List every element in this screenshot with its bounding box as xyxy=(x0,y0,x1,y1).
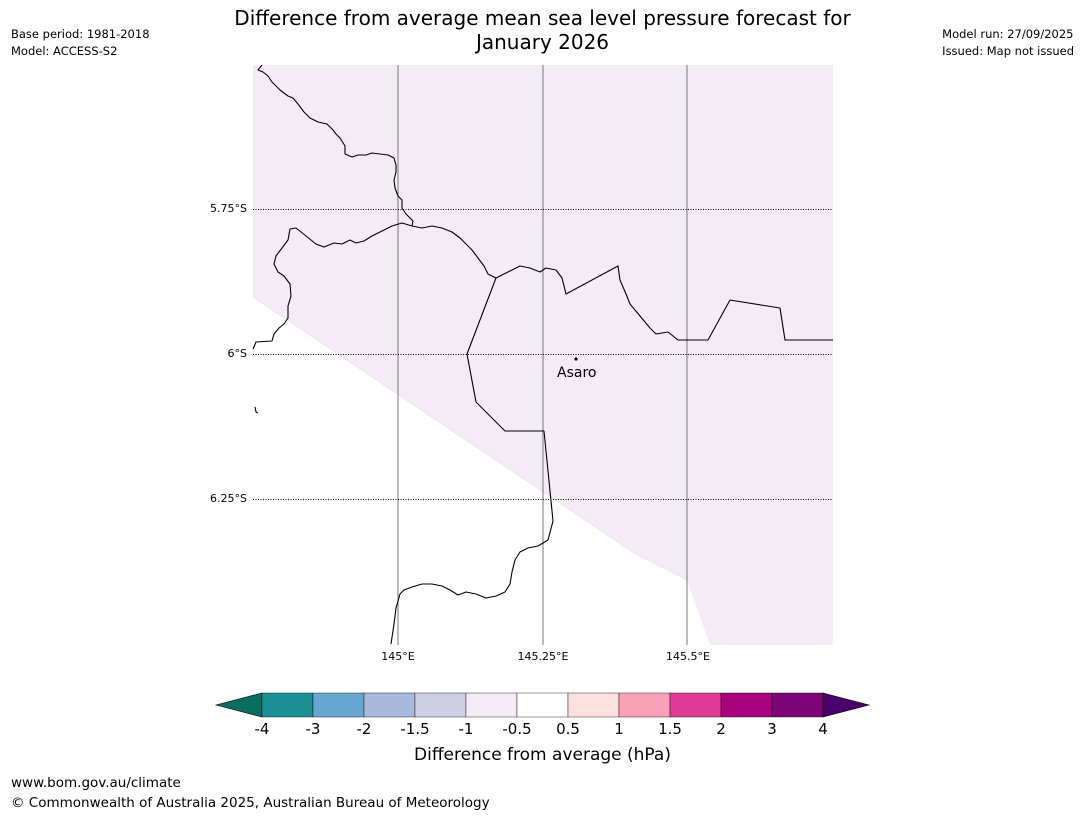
title-line-2: January 2026 xyxy=(475,30,610,54)
footer-copyright: © Commonwealth of Australia 2025, Austra… xyxy=(11,795,490,811)
colorbar-tick: 2 xyxy=(716,720,726,738)
lon-label-145-25e: 145.25°E xyxy=(517,650,569,663)
colorbar-tick: -3 xyxy=(305,720,321,738)
place-label-asaro: Asaro xyxy=(557,365,597,381)
lat-label-6-25s: 6.25°S xyxy=(210,492,247,505)
lat-label-6s: 6°S xyxy=(227,347,247,360)
model-run: Model run: 27/09/2025 xyxy=(942,27,1074,41)
asaro-marker xyxy=(574,357,578,361)
lon-label-145e: 145°E xyxy=(381,650,415,663)
lat-label-5-75s: 5.75°S xyxy=(210,202,247,215)
colorbar-tick: -0.5 xyxy=(502,720,532,738)
colorbar-swatch xyxy=(516,692,569,718)
province-boundaries xyxy=(252,64,833,645)
colorbar-swatch xyxy=(567,692,620,718)
colorbar-swatch xyxy=(363,692,416,718)
colorbar-tick: 4 xyxy=(818,720,828,738)
colorbar-swatch xyxy=(261,692,314,718)
colorbar xyxy=(214,692,871,718)
shade-edge xyxy=(252,296,638,556)
metadata-left: Base period: 1981-2018 Model: ACCESS-S2 xyxy=(11,26,150,60)
colorbar-swatch xyxy=(618,692,671,718)
title-line-1: Difference from average mean sea level p… xyxy=(234,6,851,30)
colorbar-tick: 1 xyxy=(614,720,624,738)
colorbar-tick: 0.5 xyxy=(556,720,580,738)
boundary-north xyxy=(257,64,414,227)
boundary-central xyxy=(390,277,554,645)
boundary-west xyxy=(252,222,413,350)
colorbar-tick: -1.5 xyxy=(400,720,430,738)
colorbar-over-arrow xyxy=(822,692,871,718)
issued-status: Issued: Map not issued xyxy=(942,44,1074,58)
colorbar-tick: -2 xyxy=(356,720,372,738)
boundary-east xyxy=(411,225,833,341)
colorbar-swatch xyxy=(720,692,773,718)
shade-edge xyxy=(636,554,688,581)
colorbar-label: Difference from average (hPa) xyxy=(414,745,671,765)
boundary-fragment xyxy=(254,406,259,414)
colorbar-swatch xyxy=(312,692,365,718)
colorbar-tick: 1.5 xyxy=(658,720,682,738)
colorbar-tick: -4 xyxy=(254,720,270,738)
colorbar-tick: -1 xyxy=(458,720,474,738)
colorbar-swatch xyxy=(669,692,722,718)
footer-url[interactable]: www.bom.gov.au/climate xyxy=(11,775,181,791)
colorbar-swatch xyxy=(465,692,518,718)
base-period: Base period: 1981-2018 xyxy=(11,27,150,41)
colorbar-swatch xyxy=(414,692,467,718)
model-name: Model: ACCESS-S2 xyxy=(11,44,118,58)
lon-label-145-5e: 145.5°E xyxy=(666,650,710,663)
colorbar-swatch xyxy=(771,692,824,718)
colorbar-tick: 3 xyxy=(767,720,777,738)
metadata-right: Model run: 27/09/2025 Issued: Map not is… xyxy=(942,26,1074,60)
map-title: Difference from average mean sea level p… xyxy=(0,6,1085,54)
colorbar-under-arrow xyxy=(214,692,263,718)
